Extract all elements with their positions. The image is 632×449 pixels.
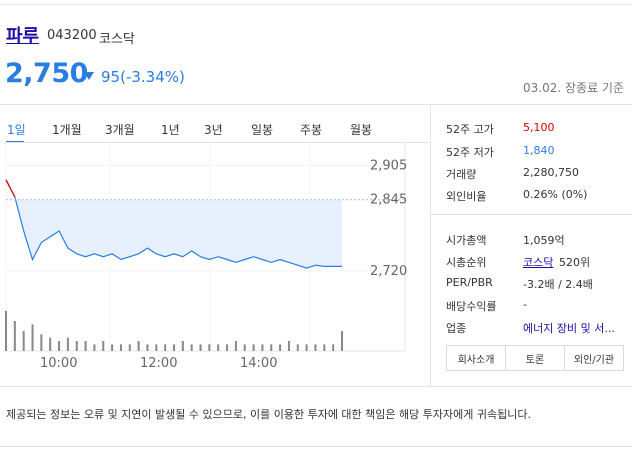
market-cap-rank-value: 520위 xyxy=(559,256,591,269)
volume-bar xyxy=(75,341,78,351)
tab-1month[interactable]: 1개월 xyxy=(52,123,82,137)
volume-bar xyxy=(190,344,193,351)
industry-link[interactable]: 에너지 장비 및 서... xyxy=(523,322,615,335)
volume-bar xyxy=(128,344,131,351)
tab-daily-candle[interactable]: 일봉 xyxy=(251,123,274,137)
stock-name-link[interactable]: 파루 xyxy=(6,26,40,47)
x-tick-label: 10:00 xyxy=(40,356,77,371)
volume-bar xyxy=(234,341,237,351)
stock-market: 코스닥 xyxy=(99,32,135,47)
y-tick-label: 2,845 xyxy=(370,193,407,208)
volume-bar xyxy=(119,344,122,351)
price-line-above-close xyxy=(5,179,16,198)
x-axis-ticks: 10:00 12:00 14:00 xyxy=(40,356,277,371)
foreign-ratio-label: 외인비율 xyxy=(446,190,487,203)
volume-bar xyxy=(31,324,34,351)
volume-bar xyxy=(287,341,290,351)
action-button-row: 회사소개 토론 외인/기관 xyxy=(446,345,624,371)
price-line xyxy=(5,179,342,269)
tab-divider xyxy=(4,142,430,143)
high52-value: 5,100 xyxy=(523,121,555,134)
company-info-button[interactable]: 회사소개 xyxy=(447,346,506,370)
info-divider xyxy=(431,214,632,215)
volume-bar xyxy=(261,344,264,351)
high52-label: 52주 고가 xyxy=(446,123,494,136)
volume-bar xyxy=(199,344,202,351)
tab-1day[interactable]: 1일 xyxy=(7,123,26,137)
volume-bars xyxy=(5,311,343,351)
per-pbr-label: PER/PBR xyxy=(446,276,493,289)
low52-label: 52주 저가 xyxy=(446,146,494,159)
volume-bar xyxy=(155,344,158,351)
volume-bar xyxy=(93,344,96,351)
tab-3month[interactable]: 3개월 xyxy=(105,123,135,137)
dividend-yield-value: - xyxy=(523,298,527,311)
top-divider xyxy=(0,4,632,5)
x-tick-label: 14:00 xyxy=(240,356,277,371)
volume-bar xyxy=(217,344,220,351)
tab-3year[interactable]: 3년 xyxy=(204,123,223,137)
volume-bar xyxy=(164,344,167,351)
volume-bar xyxy=(226,344,229,351)
market-cap-value: 1,059억 xyxy=(523,234,565,247)
volume-bar xyxy=(252,344,255,351)
low52-value: 1,840 xyxy=(523,144,555,157)
volume-bar xyxy=(332,344,335,351)
market-cap-label: 시가총액 xyxy=(446,234,487,247)
per-pbr-value: -3.2배 / 2.4배 xyxy=(523,278,593,291)
foreign-institution-button[interactable]: 외인/기관 xyxy=(565,346,623,370)
disclaimer-text: 제공되는 정보는 오류 및 지연이 발생될 수 있으므로, 이를 이용한 투자에… xyxy=(6,408,531,421)
volume-bar xyxy=(243,344,246,351)
volume-bar xyxy=(208,344,211,351)
bottom-divider xyxy=(0,446,632,447)
price-down-arrow-icon xyxy=(84,72,94,80)
current-price: 2,750 xyxy=(5,58,88,89)
y-tick-label: 2,720 xyxy=(370,264,407,279)
volume-bar xyxy=(58,341,61,351)
volume-bar xyxy=(5,311,7,351)
volume-bar xyxy=(181,341,184,351)
volume-bar xyxy=(270,344,273,351)
volume-bar xyxy=(296,344,299,351)
volume-bar xyxy=(111,344,114,351)
volume-bar xyxy=(323,344,326,351)
tab-monthly-candle[interactable]: 월봉 xyxy=(350,123,373,137)
y-axis-ticks: 2,905 2,845 2,720 xyxy=(370,159,407,279)
tab-weekly-candle[interactable]: 주봉 xyxy=(300,123,323,137)
volume-bar xyxy=(279,344,282,351)
dividend-yield-label: 배당수익률 xyxy=(446,300,497,313)
header-divider xyxy=(0,104,632,105)
foreign-ratio-value: 0.26% (0%) xyxy=(523,188,588,201)
discussion-button[interactable]: 토론 xyxy=(506,346,565,370)
y-tick-label: 2,905 xyxy=(370,159,407,174)
footer-divider xyxy=(0,386,632,387)
stock-code: 043200 xyxy=(47,28,97,43)
volume-bar xyxy=(40,334,43,351)
price-area-fill xyxy=(14,196,343,269)
volume-bar xyxy=(314,344,317,351)
volume-bar xyxy=(49,337,52,351)
market-cap-rank-label: 시총순위 xyxy=(446,256,487,269)
volume-bar xyxy=(173,344,175,351)
x-tick-label: 12:00 xyxy=(140,356,177,371)
volume-bar xyxy=(341,331,343,351)
tab-1year[interactable]: 1년 xyxy=(161,123,180,137)
volume-bar xyxy=(84,341,87,351)
volume-label: 거래량 xyxy=(446,168,477,181)
volume-bar xyxy=(66,337,69,351)
volume-bar xyxy=(137,341,140,351)
rank-market-link[interactable]: 코스닥 xyxy=(523,256,554,269)
volume-bar xyxy=(22,331,25,351)
price-change: 95(-3.34%) xyxy=(101,68,185,86)
industry-label: 업종 xyxy=(446,322,467,335)
volume-value: 2,280,750 xyxy=(523,166,579,179)
time-note: 03.02. 장종료 기준 xyxy=(523,81,624,95)
panel-divider xyxy=(430,104,431,386)
price-chart: 2,905 2,845 2,720 10:00 12:00 14:00 xyxy=(5,143,407,371)
volume-bar xyxy=(305,344,308,351)
volume-bar xyxy=(13,321,16,351)
volume-bar xyxy=(102,341,105,351)
volume-bar xyxy=(146,344,149,351)
